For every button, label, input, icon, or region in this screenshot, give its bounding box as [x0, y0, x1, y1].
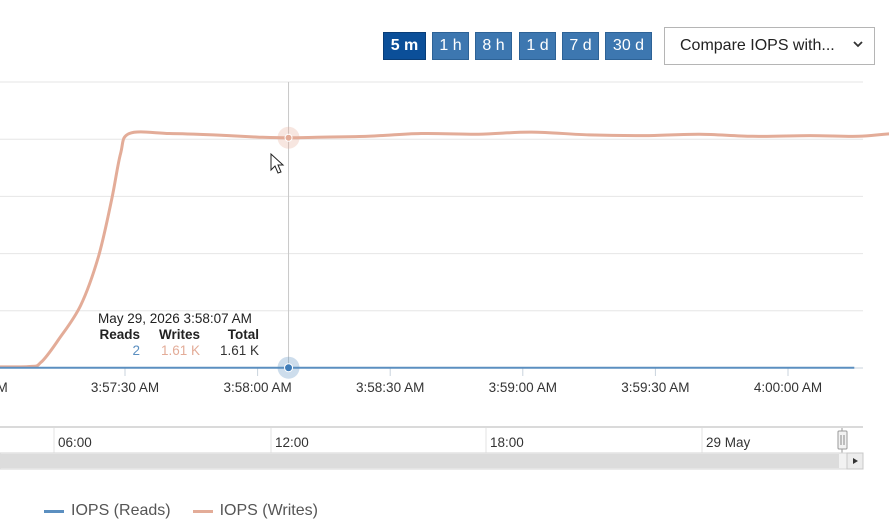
navigator[interactable]: 06:00 12:00 18:00 29 May: [0, 426, 864, 470]
x-tick-label: 3:59:30 AM: [621, 380, 689, 395]
tooltip-header-reads: Reads: [99, 327, 140, 342]
reads-hover-point: [284, 363, 294, 373]
x-tick-label: 0 AM: [0, 380, 8, 395]
navigator-scrollbar-thumb[interactable]: [0, 454, 839, 468]
tooltip-value-writes: 1.61 K: [161, 343, 200, 358]
x-axis-ticks: 0 AM 3:57:30 AM 3:58:00 AM 3:58:30 AM 3:59:0…: [0, 368, 822, 395]
mouse-pointer-icon: [270, 152, 285, 174]
x-tick-label: 4:00:00 AM: [754, 380, 822, 395]
range-button-30d[interactable]: 30 d: [605, 32, 652, 60]
navigator-label-0600: 06:00: [58, 435, 92, 450]
range-button-1d[interactable]: 1 d: [519, 32, 556, 60]
tooltip: May 29, 2026 3:58:07 AM Reads Writes Tot…: [98, 311, 259, 358]
compare-dropdown[interactable]: Compare IOPS with...: [664, 27, 875, 65]
range-button-8h[interactable]: 8 h: [475, 32, 512, 60]
x-tick-label: 3:58:00 AM: [223, 380, 291, 395]
range-button-1h[interactable]: 1 h: [432, 32, 469, 60]
series-line-writes: [0, 130, 889, 369]
hover-markers: [277, 126, 300, 379]
navigator-handle[interactable]: [837, 430, 848, 450]
legend-item-reads[interactable]: IOPS (Reads): [44, 502, 171, 520]
navigator-label-1200: 12:00: [275, 435, 309, 450]
tooltip-date: May 29, 2026 3:58:07 AM: [98, 311, 252, 326]
x-tick-label: 3:57:30 AM: [91, 380, 159, 395]
iops-chart: 0 AM 3:57:30 AM 3:58:00 AM 3:58:30 AM 3:59:0…: [0, 81, 889, 470]
tooltip-header-writes: Writes: [159, 327, 200, 342]
series-layer: [0, 130, 889, 369]
tooltip-value-total: 1.61 K: [220, 343, 259, 358]
range-button-7d[interactable]: 7 d: [562, 32, 599, 60]
writes-hover-point: [284, 133, 293, 142]
x-tick-label: 3:59:00 AM: [489, 380, 557, 395]
legend: IOPS (Reads) IOPS (Writes): [44, 502, 340, 520]
grid-lines: [0, 81, 863, 312]
navigator-label-1800: 18:00: [490, 435, 524, 450]
legend-label-writes: IOPS (Writes): [219, 502, 318, 519]
compare-dropdown-label: Compare IOPS with...: [680, 37, 835, 54]
tooltip-value-reads: 2: [132, 343, 140, 358]
arrow-right-icon: [853, 458, 858, 464]
legend-swatch-reads: [44, 509, 64, 513]
x-tick-label: 3:58:30 AM: [356, 380, 424, 395]
navigator-label-29may: 29 May: [706, 435, 751, 450]
tooltip-header-total: Total: [228, 327, 259, 342]
chevron-down-icon: [853, 41, 863, 48]
legend-label-reads: IOPS (Reads): [71, 502, 171, 519]
range-button-5m[interactable]: 5 m: [383, 32, 426, 60]
legend-swatch-writes: [192, 509, 213, 513]
legend-item-writes[interactable]: IOPS (Writes): [192, 502, 318, 520]
